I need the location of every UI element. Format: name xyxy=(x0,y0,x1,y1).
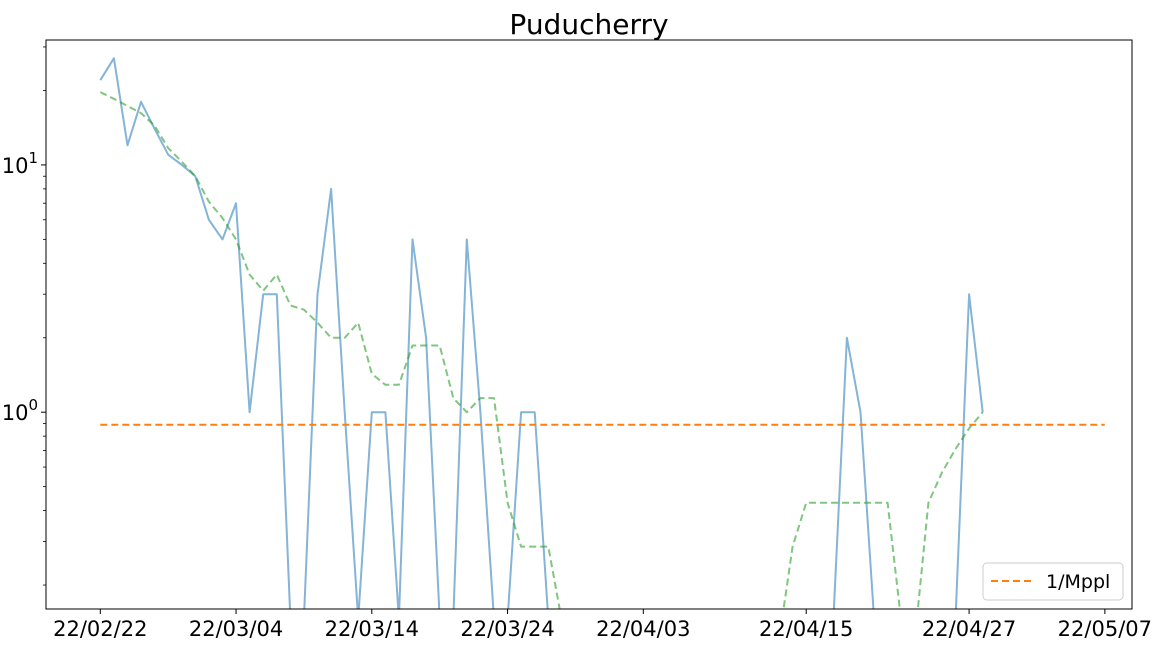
plot-area xyxy=(99,57,1105,609)
x-tick-label: 22/04/15 xyxy=(759,617,853,641)
x-tick-label: 22/03/24 xyxy=(460,617,554,641)
plot-frame xyxy=(45,39,1133,610)
series-2-line-1 xyxy=(99,91,561,609)
series-2-line-2 xyxy=(782,501,901,609)
x-tick-label: 22/05/07 xyxy=(1058,617,1152,641)
legend: 1/Mppl xyxy=(982,562,1124,601)
y-tick-label: 100 xyxy=(2,396,38,425)
x-tick-label: 22/03/14 xyxy=(325,617,419,641)
legend-label: 1/Mppl xyxy=(1046,571,1110,593)
x-tick-label: 22/04/03 xyxy=(596,617,690,641)
legend-box xyxy=(982,562,1124,601)
x-tick-label: 22/04/27 xyxy=(922,617,1016,641)
x-tick-label: 22/02/22 xyxy=(53,617,147,641)
chart-title: Puducherry xyxy=(509,8,668,41)
axes: 22/02/22 22/03/04 22/03/14 22/03/24 22/04/03… xyxy=(2,39,1152,641)
x-tick-label: 22/03/04 xyxy=(189,617,283,641)
